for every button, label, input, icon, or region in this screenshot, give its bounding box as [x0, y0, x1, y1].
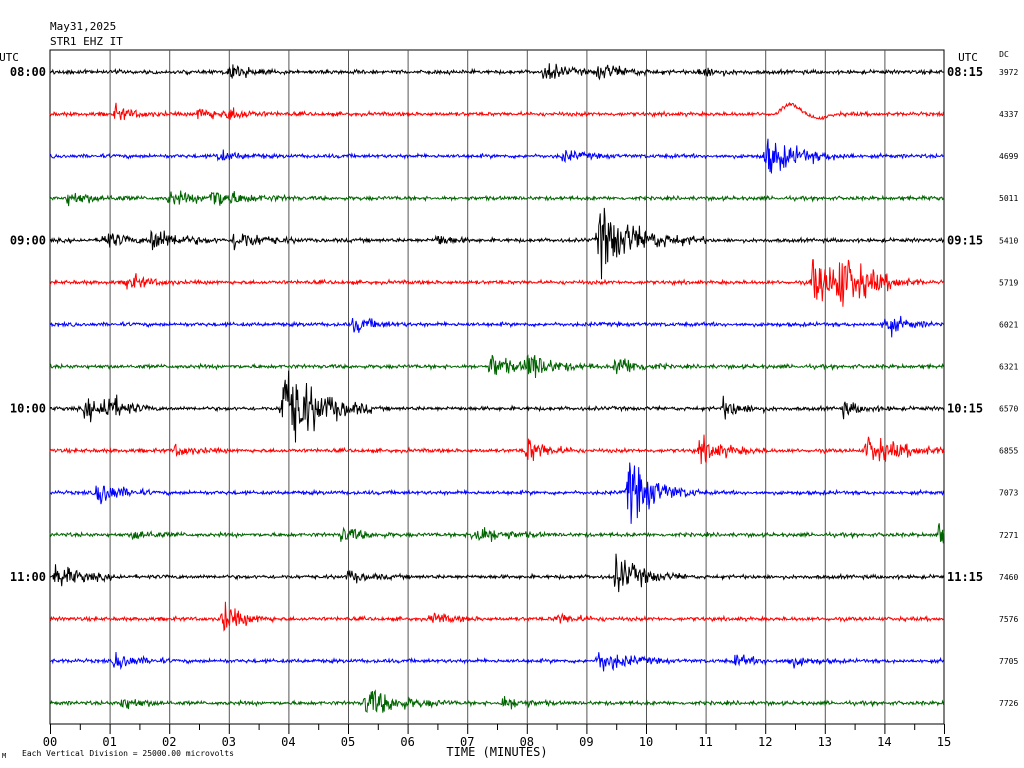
trace-start-time-label: 11:00: [10, 570, 46, 584]
seismic-trace-line: [49, 689, 945, 714]
seismic-trace-line: [49, 601, 945, 632]
x-tick-label: 05: [341, 735, 355, 749]
seismic-trace-line: [49, 651, 945, 672]
trace-dc-value: 6321: [999, 362, 1018, 371]
x-tick-label: 00: [43, 735, 57, 749]
trace-dc-value: 6570: [999, 405, 1018, 414]
seismic-trace-line: [49, 259, 945, 307]
corner-mark: M: [2, 752, 7, 760]
x-tick-label: 10: [639, 735, 653, 749]
trace-dc-value: 7073: [999, 489, 1018, 498]
scale-note: Each Vertical Division = 25000.00 microv…: [22, 749, 234, 758]
right-axis-title: UTC: [958, 51, 978, 64]
trace-dc-value: 3972: [999, 68, 1018, 77]
trace-end-time-label: 09:15: [947, 233, 983, 247]
seismic-trace-line: [49, 190, 945, 207]
x-tick-label: 03: [222, 735, 236, 749]
trace-dc-value: 7726: [999, 699, 1018, 708]
trace-dc-value: 4337: [999, 110, 1018, 119]
x-tick-label: 09: [579, 735, 593, 749]
seismic-trace-line: [49, 138, 945, 174]
seismic-trace-line: [49, 434, 945, 465]
dc-column-title: DC: [999, 50, 1009, 59]
x-axis-label: TIME (MINUTES): [446, 745, 547, 759]
x-tick-label: 07: [460, 735, 474, 749]
seismic-trace-line: [49, 315, 945, 338]
x-tick-label: 08: [520, 735, 534, 749]
trace-end-time-label: 11:15: [947, 570, 983, 584]
trace-dc-value: 7460: [999, 573, 1018, 582]
trace-dc-value: 5719: [999, 278, 1018, 287]
x-tick-label: 13: [818, 735, 832, 749]
x-tick-label: 04: [281, 735, 295, 749]
x-tick-label: 12: [758, 735, 772, 749]
trace-start-time-label: 09:00: [10, 233, 46, 247]
seismic-trace-line: [49, 354, 945, 379]
x-tick-label: 02: [162, 735, 176, 749]
seismic-trace-line: [49, 462, 944, 524]
x-tick-label: 15: [937, 735, 951, 749]
seismic-trace-line: [49, 553, 945, 593]
trace-dc-value: 4699: [999, 152, 1018, 161]
trace-dc-value: 7271: [999, 531, 1018, 540]
trace-dc-value: 6855: [999, 447, 1018, 456]
trace-start-time-label: 08:00: [10, 65, 46, 79]
x-tick-label: 11: [698, 735, 712, 749]
trace-dc-value: 6021: [999, 320, 1018, 329]
trace-dc-value: 7705: [999, 657, 1018, 666]
x-tick-label: 06: [400, 735, 414, 749]
trace-end-time-label: 08:15: [947, 65, 983, 79]
seismic-trace-line: [49, 523, 945, 544]
trace-end-time-label: 10:15: [947, 402, 983, 416]
trace-dc-value: 5011: [999, 194, 1018, 203]
left-axis-title: UTC: [0, 51, 19, 64]
trace-dc-value: 7576: [999, 615, 1018, 624]
trace-dc-value: 5410: [999, 236, 1018, 245]
chart-date-title: May31,2025: [50, 20, 117, 33]
chart-station-subtitle: STR1 EHZ IT: [50, 35, 123, 48]
seismic-trace-line: [49, 207, 945, 280]
seismic-trace-line: [49, 63, 945, 81]
x-tick-label: 01: [102, 735, 116, 749]
plot-frame: [49, 49, 945, 725]
seismic-trace-line: [49, 101, 945, 121]
trace-start-time-label: 10:00: [10, 402, 46, 416]
seismic-trace-line: [49, 370, 945, 443]
x-tick-label: 14: [877, 735, 891, 749]
